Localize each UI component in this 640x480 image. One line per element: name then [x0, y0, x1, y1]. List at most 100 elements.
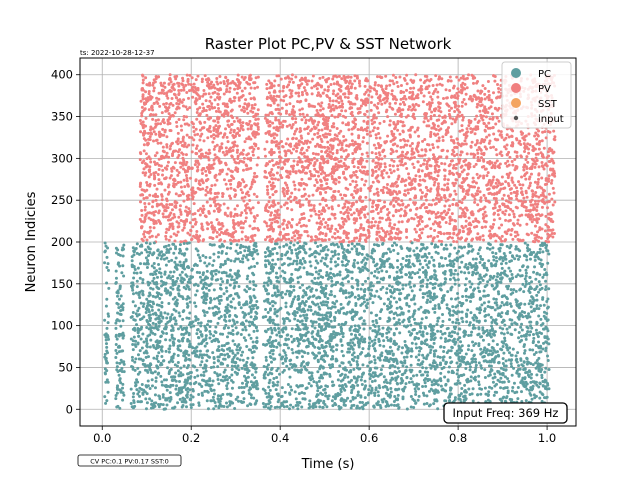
spike-dot: [517, 180, 521, 184]
spike-dot: [291, 80, 295, 84]
spike-dot: [381, 149, 385, 153]
spike-dot: [121, 398, 125, 402]
spike-dot: [138, 217, 142, 221]
spike-dot: [371, 180, 375, 184]
spike-dot: [179, 240, 183, 244]
spike-dot: [200, 132, 204, 136]
spike-dot: [302, 181, 306, 185]
spike-dot: [447, 112, 451, 116]
spike-dot: [465, 173, 469, 177]
spike-dot: [375, 155, 379, 159]
spike-dot: [431, 153, 435, 157]
spike-dot: [519, 154, 523, 158]
spike-dot: [149, 173, 153, 177]
spike-dot: [372, 126, 376, 130]
spike-dot: [177, 89, 181, 93]
spike-dot: [222, 292, 226, 296]
spike-dot: [244, 238, 248, 242]
spike-dot: [485, 174, 489, 178]
spike-dot: [385, 84, 389, 88]
spike-dot: [390, 79, 394, 83]
spike-dot: [222, 80, 226, 84]
spike-dot: [490, 161, 494, 165]
spike-dot: [294, 142, 298, 146]
spike-dot: [209, 130, 213, 134]
spike-dot: [197, 155, 201, 159]
spike-dot: [169, 235, 173, 239]
spike-dot: [246, 123, 250, 127]
spike-dot: [215, 218, 219, 222]
spike-dot: [146, 141, 150, 145]
spike-dot: [511, 222, 515, 226]
spike-dot: [307, 145, 311, 149]
spike-dot: [181, 104, 185, 108]
spike-dot: [175, 120, 179, 124]
spike-dot: [389, 201, 393, 205]
spike-dot: [482, 122, 486, 126]
spike-dot: [419, 91, 423, 95]
spike-dot: [374, 152, 378, 156]
spike-dot: [416, 126, 420, 130]
spike-dot: [356, 160, 360, 164]
spike-dot: [429, 234, 433, 238]
spike-dot: [167, 112, 171, 116]
spike-dot: [325, 77, 329, 81]
spike-dot: [270, 140, 274, 144]
spike-dot: [308, 140, 312, 144]
spike-dot: [507, 200, 511, 204]
spike-dot: [241, 152, 245, 156]
spike-dot: [232, 99, 236, 103]
spike-dot: [207, 158, 211, 162]
spike-dot: [498, 217, 502, 221]
spike-dot: [169, 174, 173, 178]
spike-dot: [475, 148, 479, 152]
spike-dot: [115, 301, 119, 305]
spike-dot: [170, 142, 174, 146]
spike-dot: [291, 136, 295, 140]
spike-dot: [115, 365, 119, 369]
spike-dot: [405, 143, 409, 147]
spike-dot: [406, 150, 410, 154]
spike-dot: [114, 397, 118, 401]
spike-dot: [229, 234, 233, 238]
spike-dot: [412, 165, 416, 169]
spike-dot: [370, 122, 374, 126]
spike-dot: [225, 84, 229, 88]
spike-dot: [497, 226, 501, 230]
spike-dot: [366, 154, 370, 158]
spike-dot: [304, 224, 308, 228]
spike-dot: [199, 207, 203, 211]
spike-dot: [204, 193, 208, 197]
spike-dot: [395, 184, 399, 188]
spike-dot: [147, 231, 151, 235]
spike-dot: [164, 215, 168, 219]
spike-dot: [426, 235, 430, 239]
spike-dot: [215, 230, 219, 234]
spike-dot: [372, 114, 376, 118]
spike-dot: [393, 182, 397, 186]
spike-dot: [114, 348, 118, 352]
spike-dot: [195, 144, 199, 148]
spike-dot: [136, 353, 140, 357]
spike-dot: [223, 353, 227, 357]
spike-dot: [312, 84, 316, 88]
spike-dot: [356, 127, 360, 131]
spike-dot: [336, 165, 340, 169]
spike-dot: [432, 183, 436, 187]
spike-dot: [245, 202, 249, 206]
spike-dot: [221, 150, 225, 154]
spike-dot: [540, 199, 544, 203]
spike-dot: [161, 119, 165, 123]
spike-dot: [235, 116, 239, 120]
spike-dot: [439, 155, 443, 159]
spike-dot: [144, 124, 148, 128]
spike-dot: [358, 216, 362, 220]
spike-dot: [382, 238, 386, 242]
spike-dot: [304, 98, 308, 102]
spike-dot: [158, 135, 162, 139]
spike-dot: [365, 109, 369, 113]
spike-dot: [326, 89, 330, 93]
spike-dot: [229, 146, 233, 150]
spike-dot: [411, 162, 415, 166]
spike-dot: [141, 123, 145, 127]
